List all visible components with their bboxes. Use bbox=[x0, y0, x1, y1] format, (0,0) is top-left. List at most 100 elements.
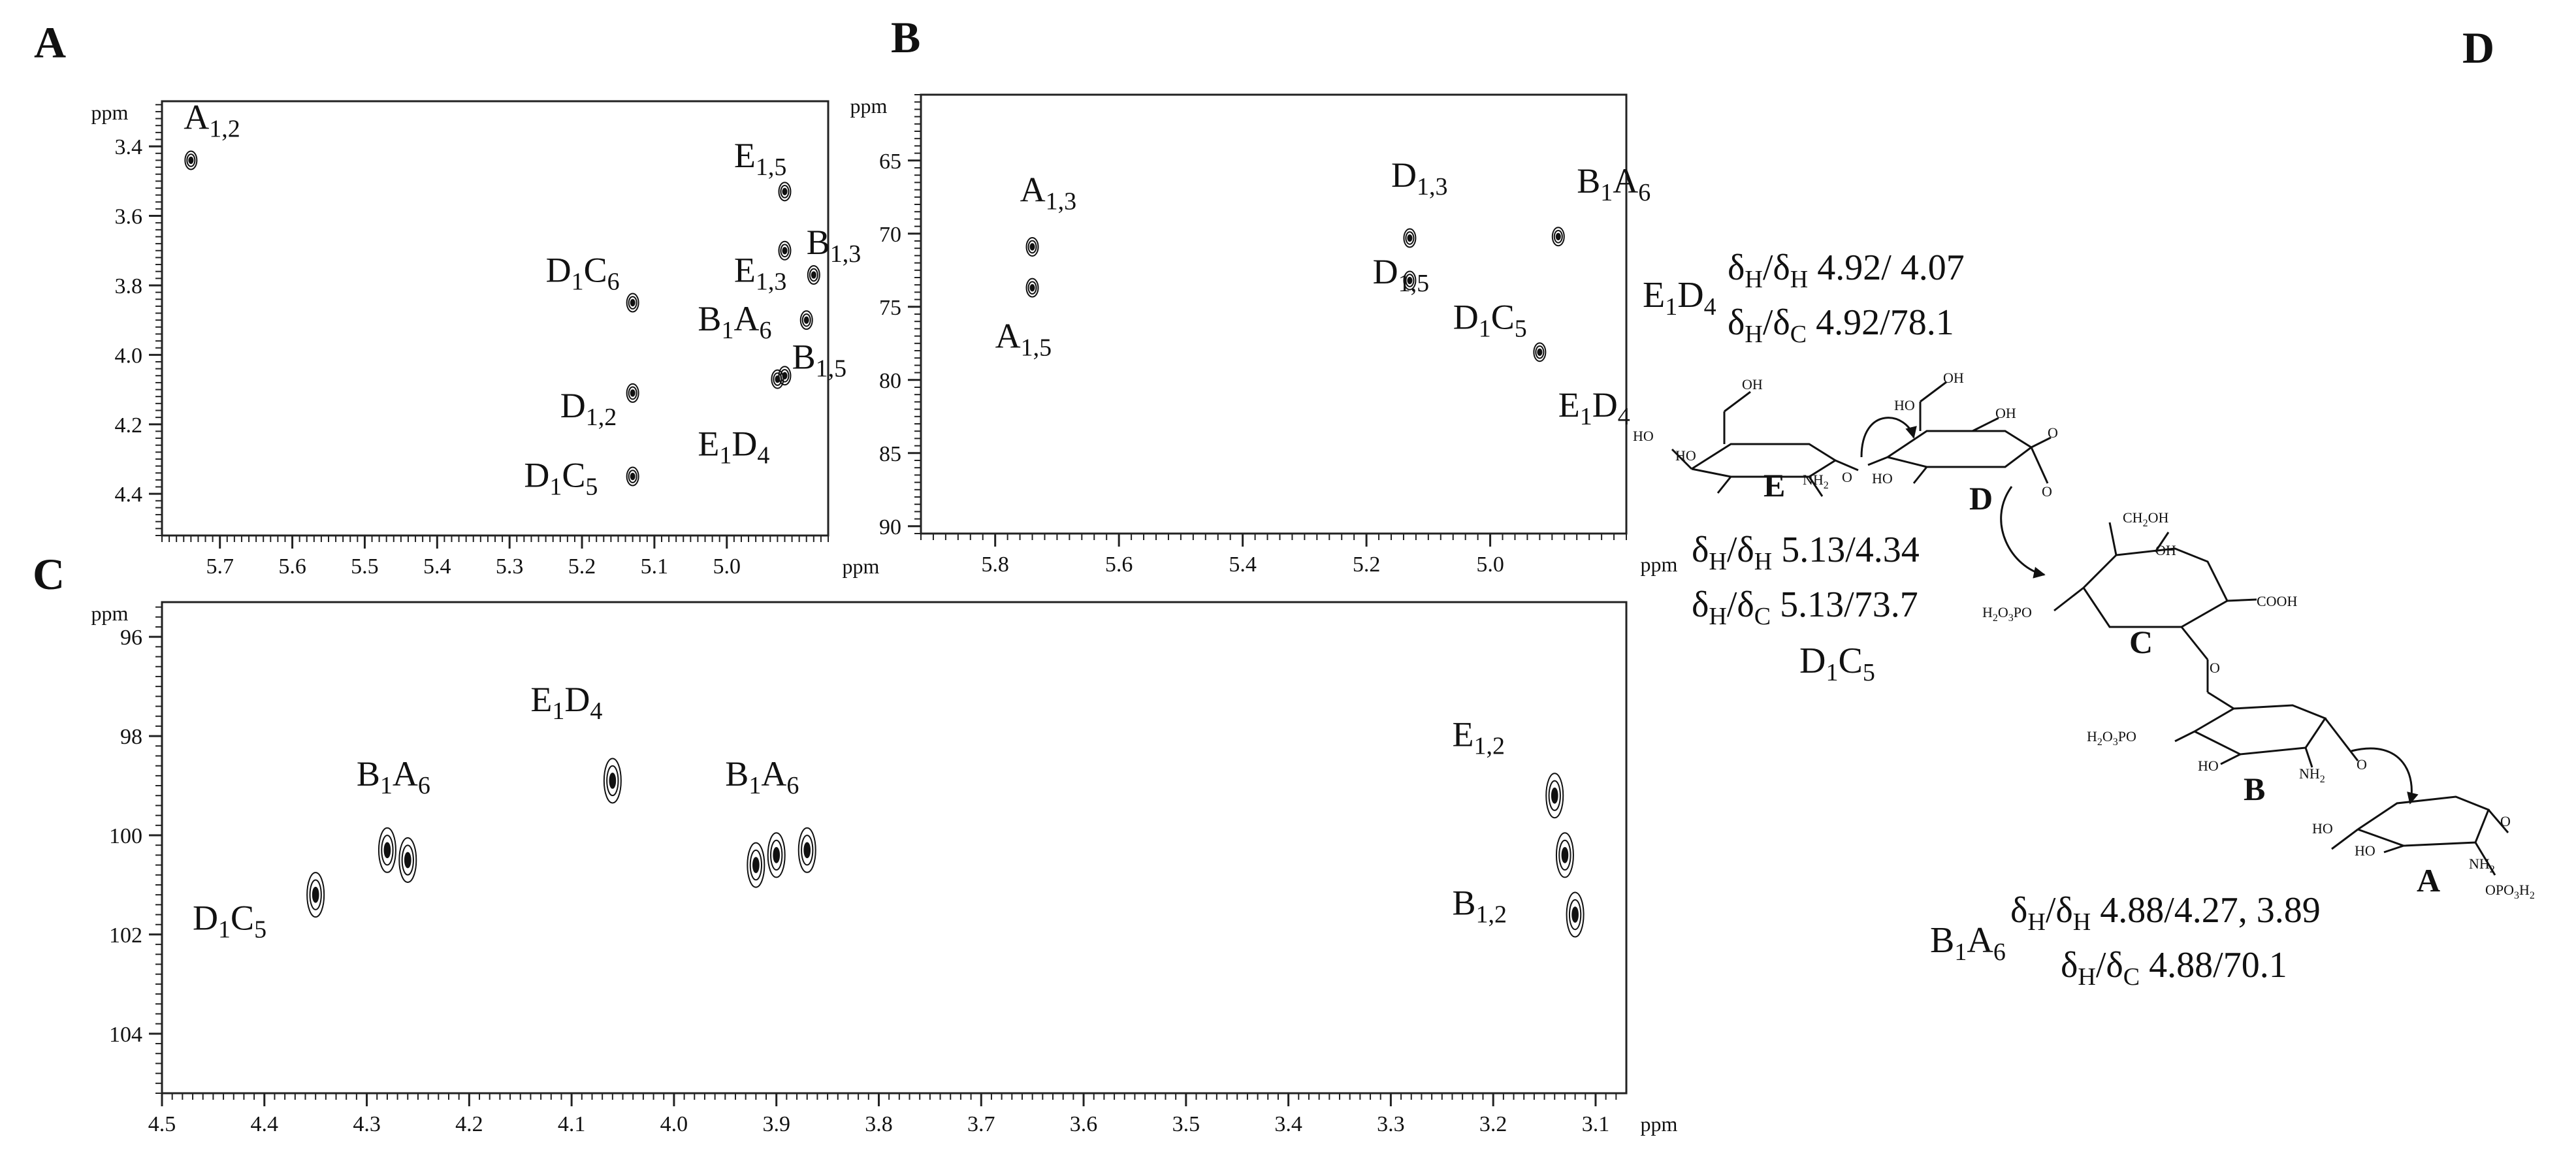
x-tick-label: 3.6 bbox=[1070, 1112, 1098, 1136]
x-tick-label: 5.3 bbox=[496, 554, 524, 579]
y-axis-label: ppm bbox=[850, 94, 888, 118]
plot-frame bbox=[920, 93, 1628, 535]
x-tick-label: 3.7 bbox=[967, 1112, 995, 1136]
group-ho-b: HO bbox=[2198, 758, 2219, 774]
peak-label: D1C5 bbox=[1453, 297, 1527, 342]
x-tick-label: 3.9 bbox=[762, 1112, 790, 1136]
y-tick-label: 3.4 bbox=[115, 135, 143, 159]
group-ho-d6: HO bbox=[1894, 397, 1915, 413]
group-nh2-b: NH2 bbox=[2299, 765, 2325, 785]
ring-c bbox=[2053, 522, 2257, 692]
cross-peak bbox=[184, 150, 198, 170]
annotation-d1c5-line2: δH/δC 5.13/73.7 bbox=[1692, 584, 1918, 630]
x-tick-label: 4.2 bbox=[455, 1112, 483, 1136]
ring-label-e: E bbox=[1763, 467, 1785, 504]
group-oh-d6: OH bbox=[1943, 370, 1964, 386]
structure-labels: OH HO HO NH2 O HO OH OH HO O O CH2OH OH … bbox=[1633, 370, 2535, 901]
peak-label: B1,5 bbox=[792, 338, 847, 383]
x-tick-label: 4.3 bbox=[353, 1112, 381, 1136]
x-tick-label: 5.2 bbox=[568, 554, 596, 579]
group-o-dc: O bbox=[2042, 483, 2052, 500]
spectrum-panel-b: 5.8 5.6 5.4 5.2 5.0 65 70 75 80 85 90 ppm ppm A1,3 A1,… bbox=[850, 93, 1678, 577]
peak-label: D1C5 bbox=[193, 898, 266, 943]
cross-peak bbox=[398, 837, 417, 883]
x-axis-label: ppm bbox=[843, 554, 880, 578]
peak-label: E1D4 bbox=[698, 424, 769, 470]
y-tick-label: 85 bbox=[879, 442, 901, 466]
peak-label: D1,3 bbox=[1391, 155, 1448, 200]
cross-peak bbox=[603, 758, 622, 804]
arrow-e-to-d bbox=[1860, 417, 1917, 458]
group-opo3h2-a: OPO3H2 bbox=[2485, 882, 2535, 901]
peak-label: D1,2 bbox=[560, 386, 617, 431]
annotation-e1d4-tag: E1D4 bbox=[1643, 275, 1716, 321]
y-tick-label: 4.4 bbox=[115, 483, 143, 507]
cross-peak bbox=[626, 293, 639, 313]
group-oh-c: OH bbox=[2155, 542, 2176, 558]
x-tick-label: 5.8 bbox=[981, 552, 1009, 577]
group-nh2-a: NH2 bbox=[2469, 856, 2495, 875]
group-oh-e6: OH bbox=[1742, 376, 1763, 392]
ring-label-a: A bbox=[2417, 862, 2440, 899]
cross-peak bbox=[626, 466, 639, 487]
y-tick-label: 3.8 bbox=[115, 274, 143, 298]
annotation-e1d4: E1D4 δH/δH 4.92/ 4.07 δH/δC 4.92/78.1 bbox=[1643, 248, 1965, 348]
annotation-d1c5-line1: δH/δH 5.13/4.34 bbox=[1692, 530, 1920, 575]
ring-label-c: C bbox=[2129, 624, 2153, 660]
cross-peak bbox=[778, 240, 792, 261]
spectrum-panel-a: 5.7 5.6 5.5 5.4 5.3 5.2 5.1 5.0 3.4 3.6 3.8 4.0 4.2 4… bbox=[91, 98, 880, 579]
cross-peak bbox=[767, 832, 786, 878]
annotation-d1c5: δH/δH 5.13/4.34 δH/δC 5.13/73.7 D1C5 bbox=[1692, 530, 1920, 686]
ring-b bbox=[2174, 691, 2359, 768]
annotation-d1c5-tag: D1C5 bbox=[1799, 641, 1875, 686]
y-tick-label: 96 bbox=[120, 626, 142, 650]
panel-letter-c: C bbox=[33, 549, 65, 599]
x-tick-label: 4.5 bbox=[148, 1112, 176, 1136]
y-tick-label: 104 bbox=[109, 1023, 142, 1047]
annotation-b1a6-line2: δH/δC 4.88/70.1 bbox=[2061, 945, 2287, 991]
x-tick-label: 5.4 bbox=[423, 554, 451, 579]
cross-peak bbox=[799, 310, 813, 330]
x-tick-label: 3.3 bbox=[1377, 1112, 1405, 1136]
peak-label: B1,3 bbox=[807, 223, 861, 268]
group-ho-e4: HO bbox=[1633, 428, 1654, 444]
cross-peak bbox=[1551, 227, 1565, 247]
x-tick-label: 5.2 bbox=[1353, 552, 1381, 577]
ring-a bbox=[2331, 795, 2509, 876]
cross-peak bbox=[306, 872, 325, 918]
y-tick-label: 102 bbox=[109, 923, 142, 948]
peak-label: A1,5 bbox=[995, 317, 1052, 362]
peak-label: D1,5 bbox=[1373, 252, 1430, 297]
cross-peak bbox=[626, 383, 639, 403]
y-tick-label: 90 bbox=[879, 515, 901, 539]
y-tick-label: 100 bbox=[109, 824, 142, 848]
group-h2o3po-c: H2O3PO bbox=[1982, 604, 2032, 624]
y-tick-label: 65 bbox=[879, 150, 901, 174]
ring-d bbox=[1867, 381, 2052, 484]
peak-label: E1,5 bbox=[734, 136, 787, 181]
cross-peak bbox=[797, 827, 816, 873]
arrow-b-to-a bbox=[2351, 747, 2419, 805]
group-o-cb: O bbox=[2210, 660, 2220, 676]
ring-e bbox=[1671, 391, 1859, 497]
peak-label: A1,3 bbox=[1020, 170, 1077, 216]
pentasaccharide-structure bbox=[1671, 381, 2509, 876]
y-tick-label: 70 bbox=[879, 223, 901, 247]
cross-peak bbox=[1025, 236, 1039, 257]
plot-frame bbox=[161, 601, 1628, 1095]
group-o-ba: O bbox=[2357, 756, 2367, 773]
x-tick-label: 4.4 bbox=[251, 1112, 279, 1136]
y-axis-label: ppm bbox=[91, 601, 129, 625]
cross-peak bbox=[378, 827, 396, 873]
cross-peak bbox=[1025, 278, 1039, 298]
peak-label: D1C5 bbox=[524, 456, 598, 501]
group-ch2oh-c: CH2OH bbox=[2123, 509, 2168, 529]
group-ho-a4: HO bbox=[2312, 820, 2333, 837]
y-tick-label: 98 bbox=[120, 725, 142, 749]
ring-label-d: D bbox=[1969, 480, 1993, 517]
group-oh-d3: OH bbox=[1995, 405, 2016, 421]
y-tick-label: 4.2 bbox=[115, 413, 143, 438]
peak-label: B1,2 bbox=[1452, 884, 1507, 929]
annotation-b1a6-tag: B1A6 bbox=[1930, 920, 2006, 966]
